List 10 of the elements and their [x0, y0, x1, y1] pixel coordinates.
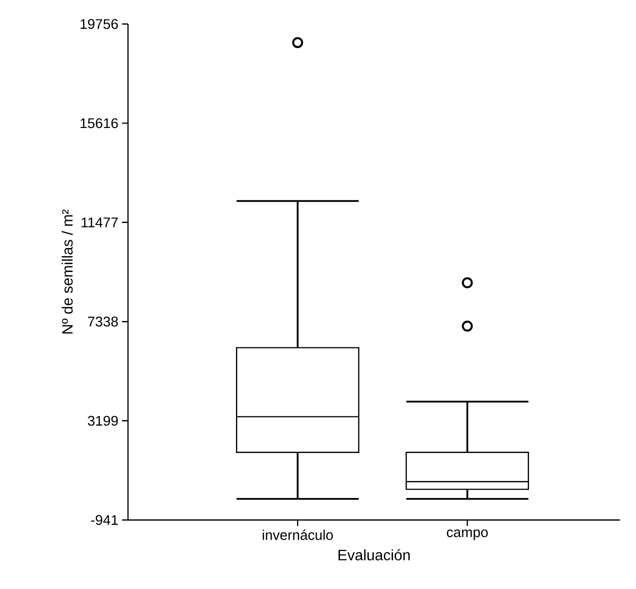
- x-tick-label: campo: [446, 530, 488, 540]
- y-tick-label: 19756: [80, 19, 118, 29]
- y-tick-label: 7338: [88, 316, 118, 327]
- y-tick-label: 11477: [82, 218, 118, 228]
- y-axis-title: Nº de semillas / m²: [62, 210, 73, 334]
- y-tick-label: -941: [91, 515, 118, 525]
- y-tick-label: 3199: [88, 416, 118, 426]
- x-tick-label: invernáculo: [262, 530, 333, 540]
- y-tick-label: 15616: [80, 118, 118, 128]
- x-axis-title: Evaluación: [338, 549, 410, 560]
